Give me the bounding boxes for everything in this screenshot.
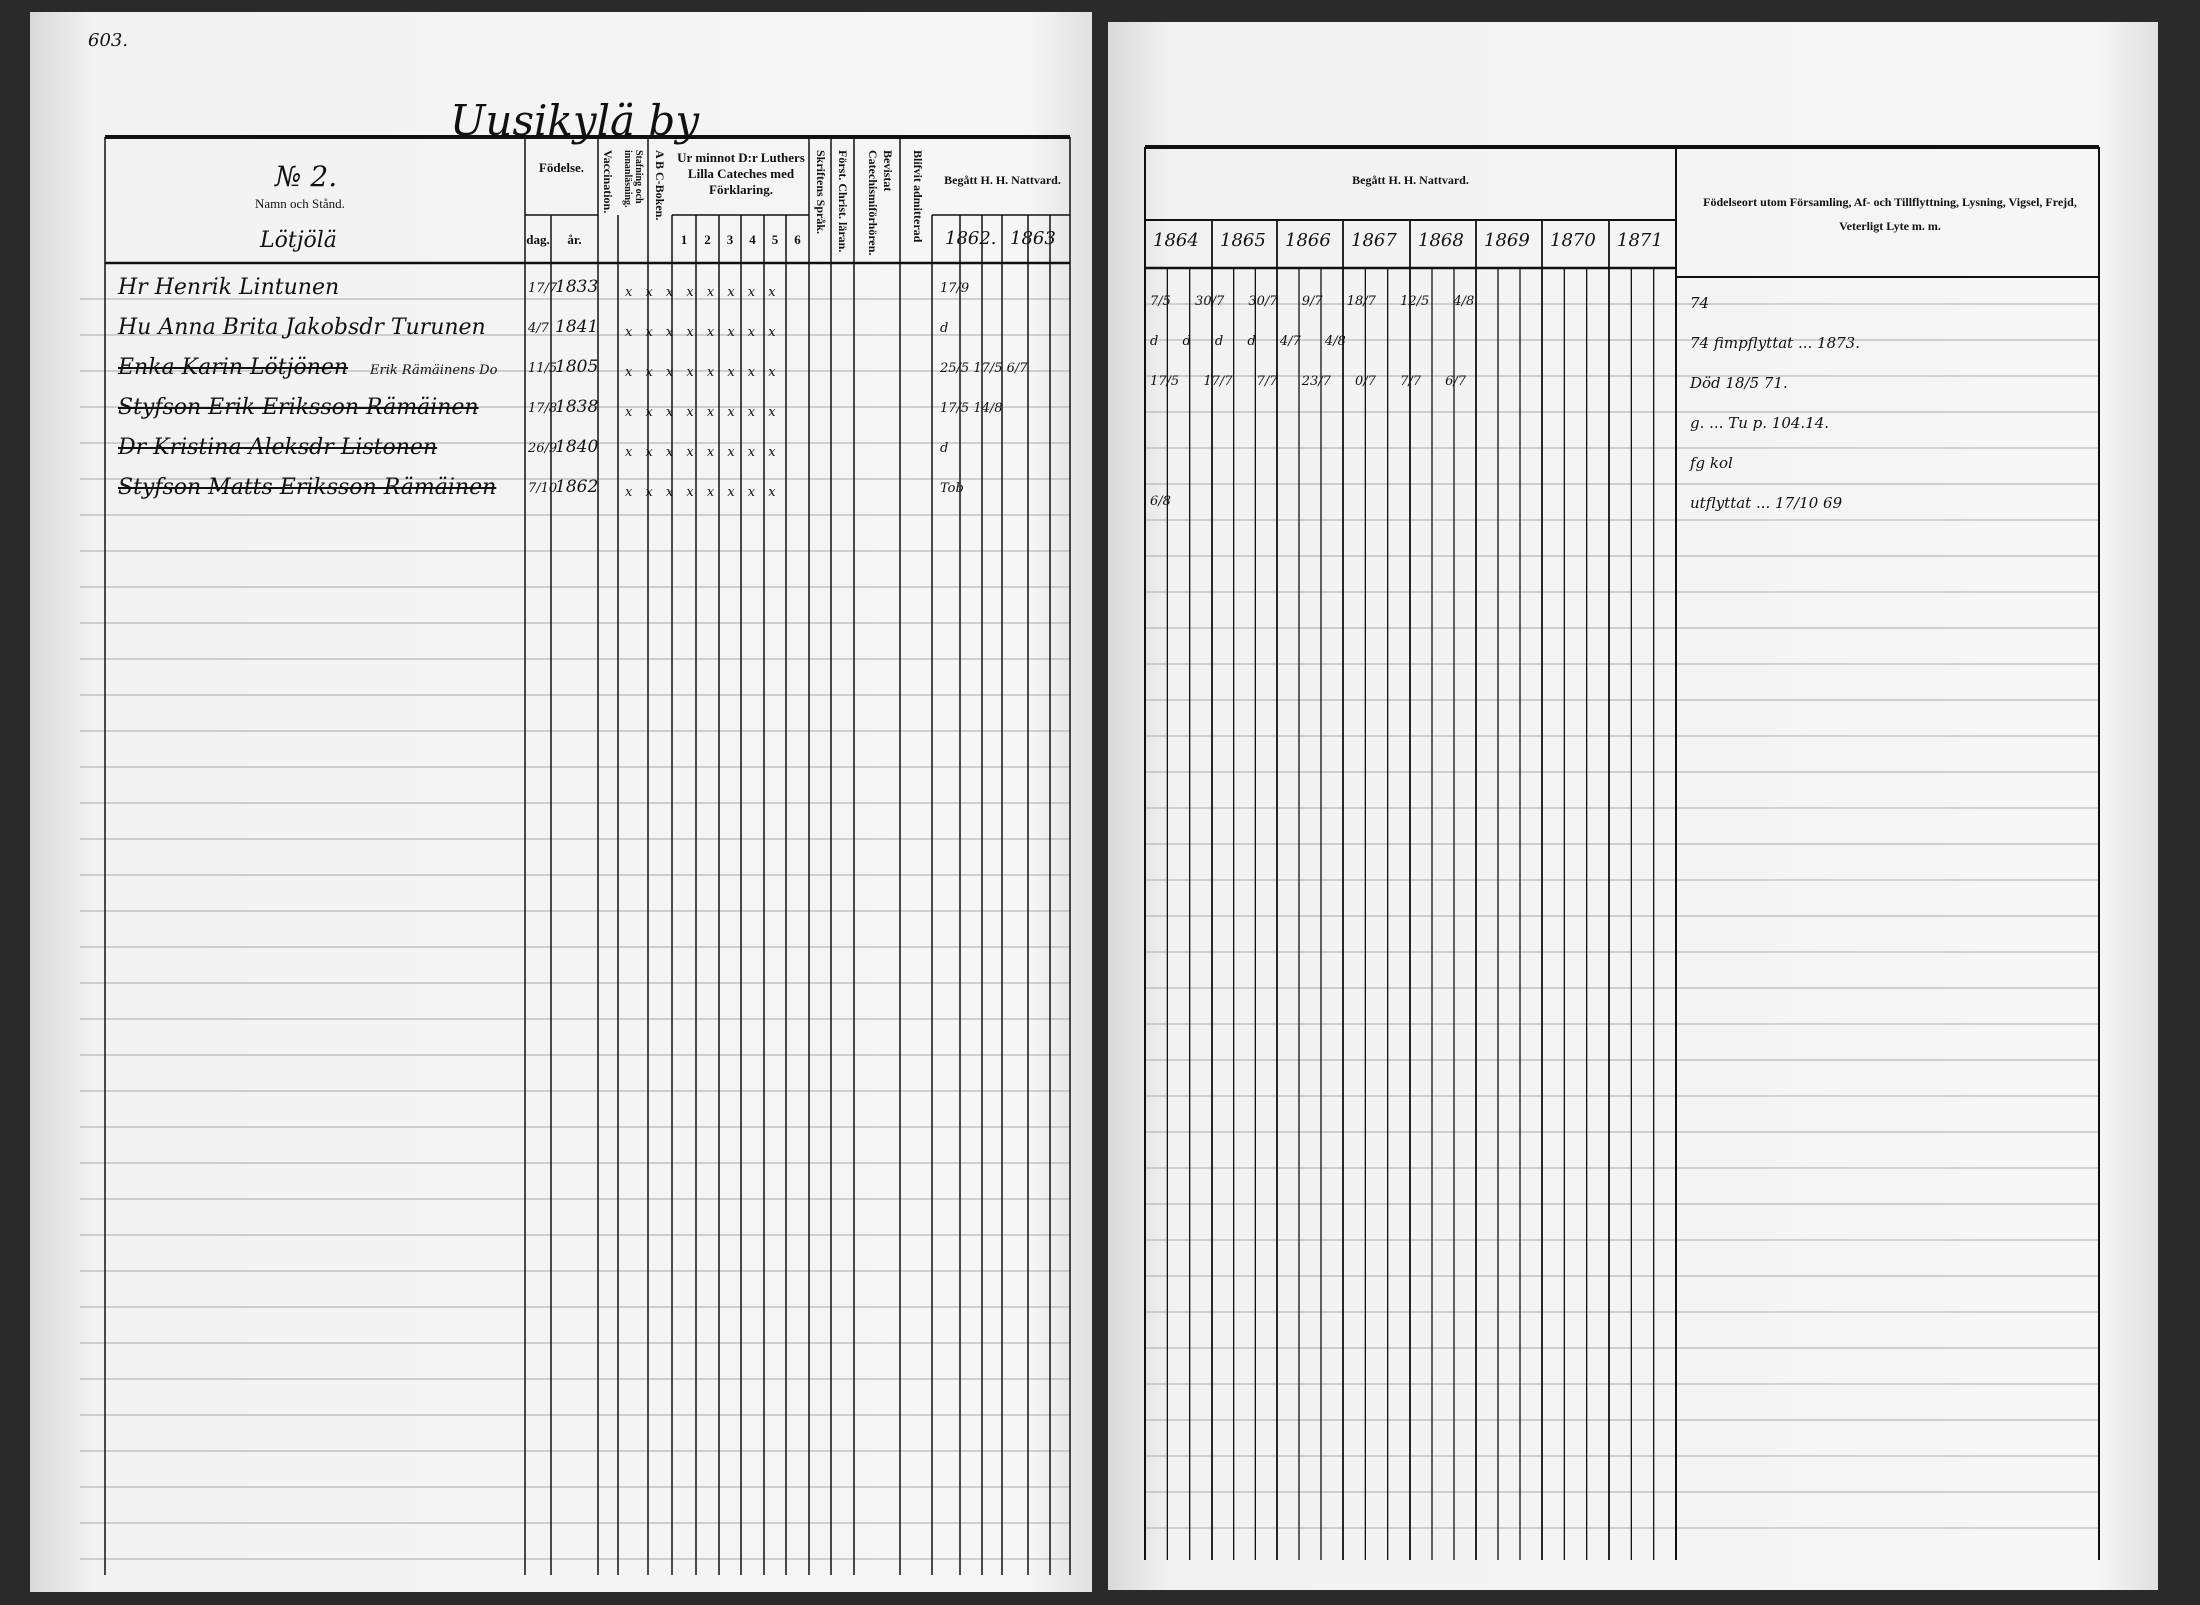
birth-year: 1833: [555, 277, 599, 297]
communion-dates: 7/5 30/7 30/7 9/7 18/7 12/5 4/8: [1150, 294, 1475, 309]
catechism-col-2: 2: [704, 232, 711, 247]
name-note: Erik Rämäinens Do: [370, 363, 498, 378]
year-1864: 1864: [1153, 230, 1199, 251]
scripture-header: Skriftens Språk.: [814, 150, 828, 235]
year-1865: 1865: [1220, 230, 1266, 251]
communion-dates: 17/5 17/7 7/7 23/7 0/7 7/7 6/7: [1150, 374, 1467, 389]
communion-dates: Tob: [940, 481, 964, 496]
birth-day: 7/10: [528, 481, 558, 496]
day-header: dag.: [526, 232, 550, 247]
year-1870: 1870: [1550, 230, 1596, 251]
person-name: Styfson Matts Eriksson Rämäinen: [118, 475, 497, 500]
person-name: Hu Anna Brita Jakobsdr Turunen: [118, 315, 486, 340]
communion-header-right: Begått H. H. Nattvard.: [1352, 173, 1469, 187]
year-1871: 1871: [1617, 230, 1663, 251]
birth-year: 1838: [555, 397, 599, 417]
catechism-header: Ur minnot D:r Luthers Lilla Cateches med…: [677, 150, 805, 197]
communion-dates: 17/5 14/8: [940, 401, 1003, 416]
birth-year: 1841: [555, 317, 599, 337]
vaccination-header: Vaccination.: [601, 150, 615, 214]
communion-dates: d d d d 4/7 4/8: [1150, 334, 1346, 349]
first-christian-header: Först. Christ. läran.: [836, 150, 850, 253]
person-name: Dr Kristina Aleksdr Listonen: [118, 435, 438, 460]
reading-marks: x x x x x x x x: [625, 285, 776, 300]
remark: 74 fimpflyttat ... 1873.: [1690, 334, 1860, 352]
attended-exams-header: Bevistat Catechismiförhören.: [866, 150, 895, 256]
reading-marks: x x x x x x x x: [625, 445, 776, 460]
left-page: [30, 12, 1092, 1592]
remark: utflyttat ... 17/10 69: [1690, 494, 1843, 512]
birth-year: 1862: [555, 477, 599, 497]
birth-day: 17/7: [528, 281, 558, 296]
catechism-col-1: 1: [680, 232, 688, 247]
communion-dates: d: [940, 321, 949, 336]
catechism-col-5: 5: [771, 232, 779, 247]
communion-year-1862: 1862.: [945, 228, 997, 249]
communion-year-1863: 1863: [1010, 228, 1056, 249]
reading-header: Stafning och innanläsning.: [622, 150, 644, 208]
year-1866: 1866: [1285, 230, 1331, 251]
year-1867: 1867: [1351, 230, 1397, 251]
reading-marks: x x x x x x x x: [625, 485, 776, 500]
household-number: № 2.: [275, 160, 338, 193]
year-1869: 1869: [1484, 230, 1530, 251]
page-number: 603.: [88, 30, 129, 51]
birth-year: 1840: [555, 437, 599, 457]
birth-year: 1805: [555, 357, 599, 377]
communion-dates: 17/9: [940, 281, 970, 296]
catechism-col-4: 4: [749, 232, 756, 247]
reading-marks: x x x x x x x x: [625, 365, 776, 380]
reading-marks: x x x x x x x x: [625, 325, 776, 340]
name-column-header: Namn och Stånd.: [255, 196, 345, 211]
communion-dates: 6/8: [1150, 494, 1171, 509]
reading-marks: x x x x x x x x: [625, 405, 776, 420]
birth-day: 17/8: [528, 401, 558, 416]
remark: Död 18/5 71.: [1690, 374, 1788, 392]
person-name: Styfson Erik Eriksson Rämäinen: [118, 395, 479, 420]
birth-day: 11/5: [528, 361, 558, 376]
person-name: Enka Karin Lötjönen: [118, 355, 349, 380]
remark: g. ... Tu p. 104.14.: [1690, 414, 1830, 432]
year-1868: 1868: [1418, 230, 1464, 251]
communion-dates: 25/5 17/5 6/7: [940, 361, 1028, 376]
remarks-header: Födelseort utom Församling, Af- och Till…: [1703, 195, 2077, 233]
communion-header-left: Begått H. H. Nattvard.: [944, 173, 1061, 187]
remark: fg kol: [1690, 454, 1733, 472]
birth-day: 4/7: [528, 321, 549, 336]
birth-header: Födelse.: [538, 160, 585, 175]
catechism-col-6: 6: [794, 232, 801, 247]
year-header: år.: [567, 232, 582, 247]
farm-name: Lötjölä: [260, 228, 337, 253]
catechism-col-3: 3: [726, 232, 734, 247]
person-name: Hr Henrik Lintunen: [118, 275, 340, 300]
remark: 74: [1690, 294, 1710, 312]
birth-day: 26/9: [528, 441, 558, 456]
abc-book-header: A B C-Boken.: [653, 150, 667, 221]
communion-dates: d: [940, 441, 949, 456]
village-title: Uusikylä by: [450, 96, 700, 145]
admitted-header: Blifvit admitterad: [911, 150, 925, 243]
right-page: [1108, 22, 2158, 1590]
